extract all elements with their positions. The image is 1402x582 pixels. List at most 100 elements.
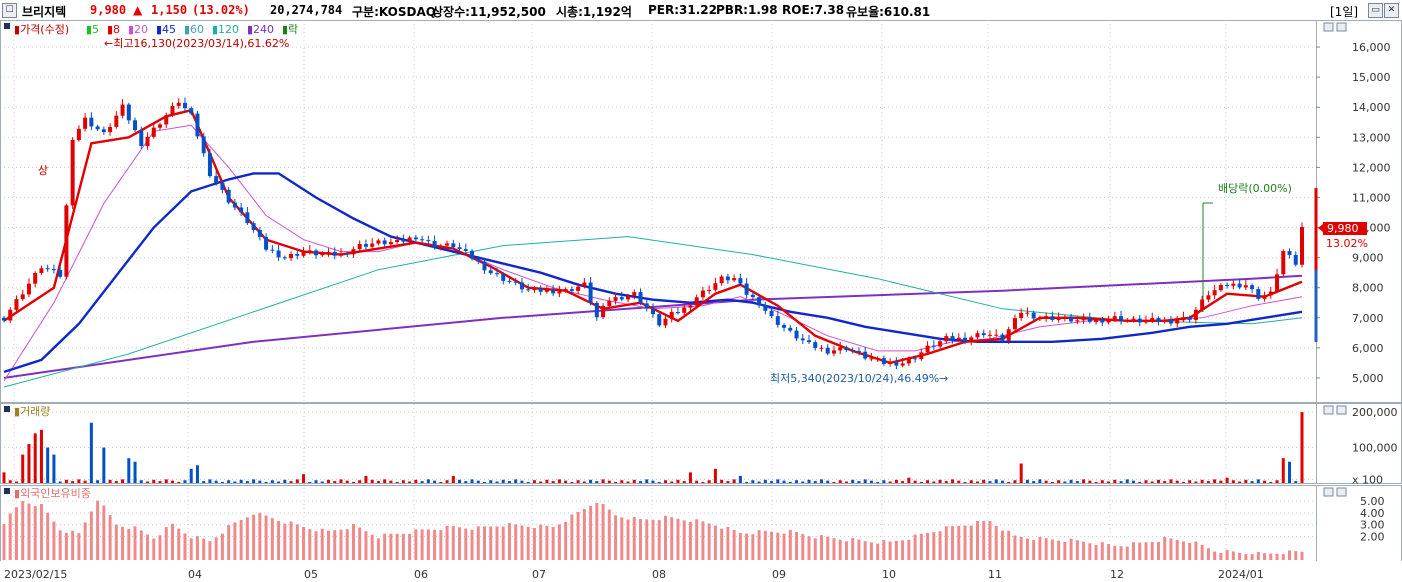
volume-bar: [483, 481, 487, 483]
foreign-ratio-bar: [351, 523, 355, 560]
current-pct-label: 13.02%: [1326, 237, 1368, 250]
candle-body: [594, 302, 599, 318]
foreign-ratio-bar: [838, 539, 842, 560]
price-panel-minimize-icon[interactable]: [1323, 22, 1334, 32]
stock-chart[interactable]: 2023/02/15 04 05 06 07 08 09 10 11 12 2024/01 16,00…: [0, 20, 1402, 582]
candle-body: [189, 108, 194, 114]
volume-bar: [96, 480, 100, 483]
volume-bar: [514, 479, 518, 483]
dividend-annotation: 배당락(0.00%): [1218, 182, 1292, 195]
volume-bar: [495, 481, 499, 483]
foreign-panel-minimize-icon[interactable]: [1323, 487, 1334, 497]
volume-bar: [932, 481, 936, 483]
foreign-ratio-bar: [52, 521, 56, 560]
foreign-ratio-bar: [1156, 541, 1160, 560]
candle-body: [763, 305, 768, 311]
volume-bar: [982, 479, 986, 483]
foreign-ratio-bar: [133, 526, 137, 560]
date-axis-strip: [0, 561, 1402, 582]
volume-bar: [901, 481, 905, 483]
candle-body: [682, 307, 687, 313]
foreign-ratio-bar: [1256, 551, 1260, 560]
foreign-ratio-bar: [401, 533, 405, 560]
volume-bar: [327, 479, 330, 483]
foreign-ratio-bar: [894, 540, 898, 560]
foreign-ratio-bar: [158, 535, 162, 560]
price-tick-label: 15,000: [1352, 71, 1391, 84]
price-panel-maximize-icon[interactable]: [1336, 22, 1347, 32]
foreign-ratio-bar: [1044, 538, 1048, 560]
candle-body: [744, 283, 749, 295]
ma-legend-5[interactable]: ▮5: [86, 23, 99, 36]
pbr-ratio: PBR:1.98: [716, 3, 778, 17]
foreign-ratio-bar: [208, 541, 212, 560]
volume-bar: [601, 479, 605, 483]
volume-bar: [289, 481, 293, 483]
foreign-panel-maximize-icon[interactable]: [1336, 487, 1347, 497]
foreign-ratio-bar: [320, 528, 324, 560]
volume-bar: [857, 481, 861, 483]
candle-body: [357, 243, 362, 250]
volume-bar: [489, 480, 493, 483]
foreign-ratio-bar: [395, 533, 399, 560]
foreign-ratio-bar: [819, 535, 823, 560]
candle-body: [850, 350, 855, 352]
foreign-ratio-bar: [345, 529, 349, 560]
price-legend-label: ▮가격(수정): [14, 23, 69, 36]
candle-body: [476, 258, 481, 262]
volume-bar: [314, 480, 318, 483]
ma-legend-120[interactable]: ▮120: [212, 23, 239, 36]
volume-bar: [688, 472, 692, 483]
ma-legend-45[interactable]: ▮45: [156, 23, 176, 36]
volume-bar: [1088, 480, 1092, 483]
period-button[interactable]: [1일]: [1330, 5, 1359, 19]
candle-body: [526, 289, 531, 291]
foreign-ratio-bar: [926, 532, 930, 560]
volume-bar: [476, 480, 480, 483]
candle-body: [569, 289, 574, 291]
volume-panel-maximize-icon[interactable]: [1336, 405, 1347, 415]
foreign-ratio-bar: [1000, 530, 1004, 560]
volume-bar: [520, 480, 524, 483]
ma-legend-락[interactable]: ▮락: [282, 23, 298, 36]
volume-bar: [1007, 481, 1011, 483]
candle-body: [638, 292, 643, 304]
volume-bar: [1050, 481, 1054, 483]
volume-bar: [639, 481, 643, 483]
ma-legend-240[interactable]: ▮240: [247, 23, 274, 36]
foreign-ratio-bar: [1025, 538, 1029, 560]
candle-body: [26, 283, 31, 295]
candle-body: [1087, 318, 1092, 322]
volume-bar: [788, 481, 792, 483]
candle-body: [70, 140, 75, 206]
volume-bar: [33, 433, 37, 483]
ma-legend-20[interactable]: ▮20: [128, 23, 148, 36]
volume-bar: [938, 479, 942, 483]
candle-body: [969, 337, 974, 342]
ma-legend-60[interactable]: ▮60: [184, 23, 204, 36]
candle-body: [1044, 316, 1049, 319]
foreign-ratio-bar: [8, 513, 12, 560]
volume-bar: [408, 481, 412, 483]
foreign-ratio-bar: [707, 523, 711, 560]
foreign-tick-label: 2.00: [1360, 530, 1385, 543]
candle-body: [576, 286, 581, 291]
volume-panel-minimize-icon[interactable]: [1323, 405, 1334, 415]
candle-body: [1218, 284, 1223, 291]
foreign-ratio-bar: [77, 533, 81, 560]
close-icon[interactable]: ✕: [1384, 3, 1399, 18]
volume-bar: [1063, 481, 1067, 483]
stock-name: 브리지텍: [22, 5, 67, 19]
window-menu-icon[interactable]: ☐: [2, 3, 17, 18]
ma-legend-8[interactable]: ▮8: [107, 23, 120, 36]
foreign-ratio-bar: [614, 515, 618, 560]
volume-bar: [401, 480, 405, 483]
minimize-icon[interactable]: ▭: [1368, 3, 1383, 18]
foreign-ratio-bar: [258, 512, 262, 560]
foreign-ratio-bar: [1019, 537, 1023, 560]
low-annotation: 최저5,340(2023/10/24),46.49%→: [770, 372, 948, 385]
volume-bar: [1032, 481, 1036, 483]
candle-body: [1162, 319, 1167, 322]
foreign-ratio-bar: [888, 541, 892, 560]
foreign-ratio-bar: [451, 526, 455, 560]
